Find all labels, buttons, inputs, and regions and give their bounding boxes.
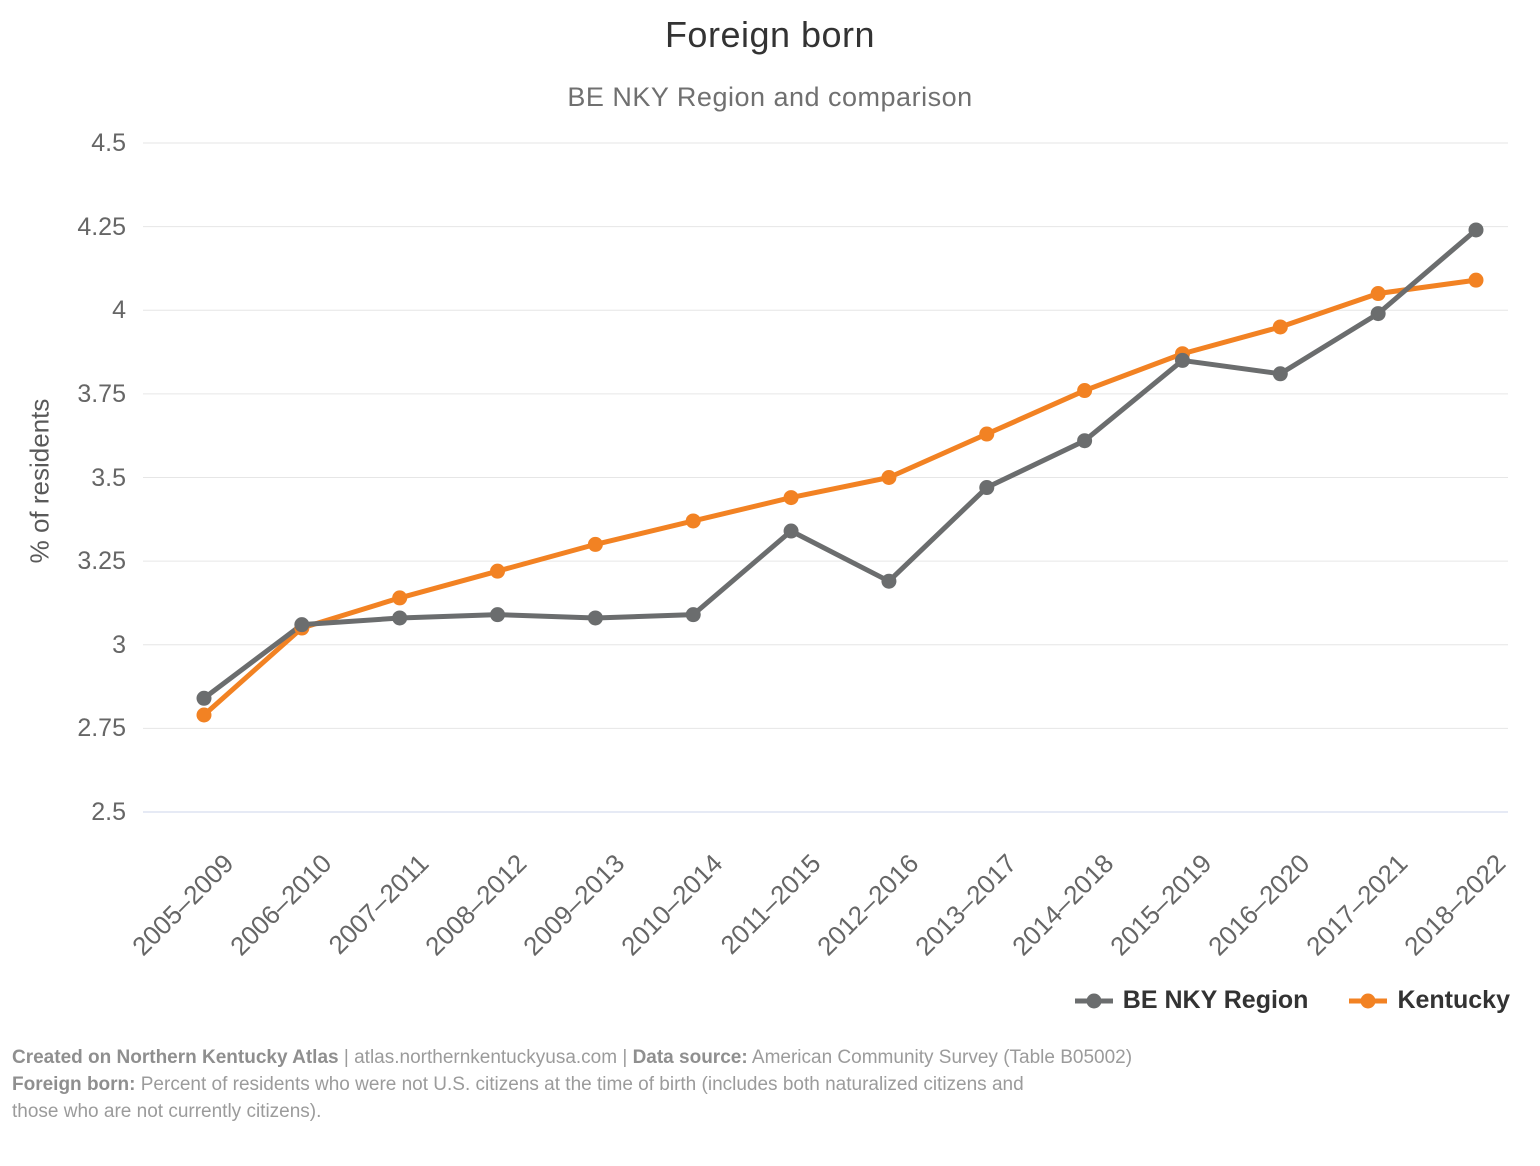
legend: BE NKY Region Kentucky [1074, 986, 1510, 1015]
data-point-be-nky-region[interactable] [392, 610, 408, 626]
data-point-kentucky[interactable] [783, 490, 799, 506]
footer-separator: | [617, 1047, 633, 1068]
chart-title: Foreign born [664, 14, 876, 55]
data-point-be-nky-region[interactable] [490, 607, 506, 623]
footer-separator: | [338, 1047, 355, 1068]
data-point-be-nky-region[interactable] [196, 690, 212, 706]
data-point-kentucky[interactable] [392, 590, 408, 606]
data-point-kentucky[interactable] [979, 426, 995, 442]
footer-term-text: Percent of residents who were not U.S. c… [135, 1074, 1024, 1095]
data-point-be-nky-region[interactable] [881, 573, 897, 589]
y-tick-label: 4.25 [77, 212, 126, 241]
footer-site-url: atlas.northernkentuckyusa.com [354, 1047, 618, 1068]
footer-line-definition-cont: those who are not currently citizens). [12, 1098, 1132, 1125]
data-point-be-nky-region[interactable] [1272, 366, 1288, 382]
line-marker-icon [1074, 993, 1113, 1008]
y-tick-label: 3.25 [77, 547, 126, 576]
footer-created-label: Created on Northern Kentucky Atlas [12, 1047, 339, 1068]
legend-item-be-nky-region[interactable]: BE NKY Region [1074, 986, 1309, 1015]
y-tick-label: 4 [112, 296, 126, 325]
legend-item-kentucky[interactable]: Kentucky [1348, 986, 1510, 1015]
y-tick-label: 2.5 [91, 798, 126, 826]
series-line-be-nky-region [201, 227, 1479, 701]
data-point-be-nky-region[interactable] [783, 523, 799, 539]
data-point-kentucky[interactable] [1370, 286, 1386, 302]
footer-line-attribution: Created on Northern Kentucky Atlas | atl… [12, 1044, 1132, 1071]
legend-label: Kentucky [1397, 986, 1510, 1014]
series-line-kentucky [201, 277, 1479, 718]
data-point-kentucky[interactable] [587, 536, 603, 552]
data-point-kentucky[interactable] [196, 707, 212, 723]
footer-datasource-text: American Community Survey (Table B05002) [747, 1047, 1133, 1068]
data-point-be-nky-region[interactable] [587, 610, 603, 626]
footer-datasource-label: Data source: [632, 1047, 748, 1068]
y-tick-label: 3.75 [77, 379, 126, 408]
data-point-be-nky-region[interactable] [1468, 222, 1484, 238]
data-point-be-nky-region[interactable] [979, 480, 995, 496]
y-tick-label: 4.5 [91, 129, 126, 157]
data-point-be-nky-region[interactable] [294, 617, 310, 633]
line-marker-icon [1349, 993, 1388, 1008]
data-point-be-nky-region[interactable] [1370, 306, 1386, 322]
y-tick-label: 3.5 [91, 463, 126, 492]
data-point-kentucky[interactable] [881, 470, 897, 485]
footer-notes: Created on Northern Kentucky Atlas | atl… [12, 1044, 1132, 1125]
y-tick-label: 2.75 [77, 714, 126, 743]
data-point-be-nky-region[interactable] [1174, 352, 1190, 368]
data-point-kentucky[interactable] [1077, 383, 1093, 399]
legend-label: BE NKY Region [1122, 986, 1309, 1014]
footer-term-text-2: those who are not currently citizens). [12, 1101, 322, 1122]
data-point-be-nky-region[interactable] [685, 607, 701, 623]
chart-subtitle: BE NKY Region and comparison [567, 82, 973, 112]
data-point-kentucky[interactable] [490, 563, 506, 579]
footer-term-label: Foreign born: [12, 1074, 136, 1095]
data-point-be-nky-region[interactable] [1077, 433, 1093, 449]
y-tick-label: 3 [112, 630, 126, 659]
data-point-kentucky[interactable] [1272, 319, 1288, 335]
data-point-kentucky[interactable] [1468, 272, 1484, 288]
footer-line-definition: Foreign born: Percent of residents who w… [12, 1071, 1132, 1098]
data-point-kentucky[interactable] [685, 513, 701, 529]
